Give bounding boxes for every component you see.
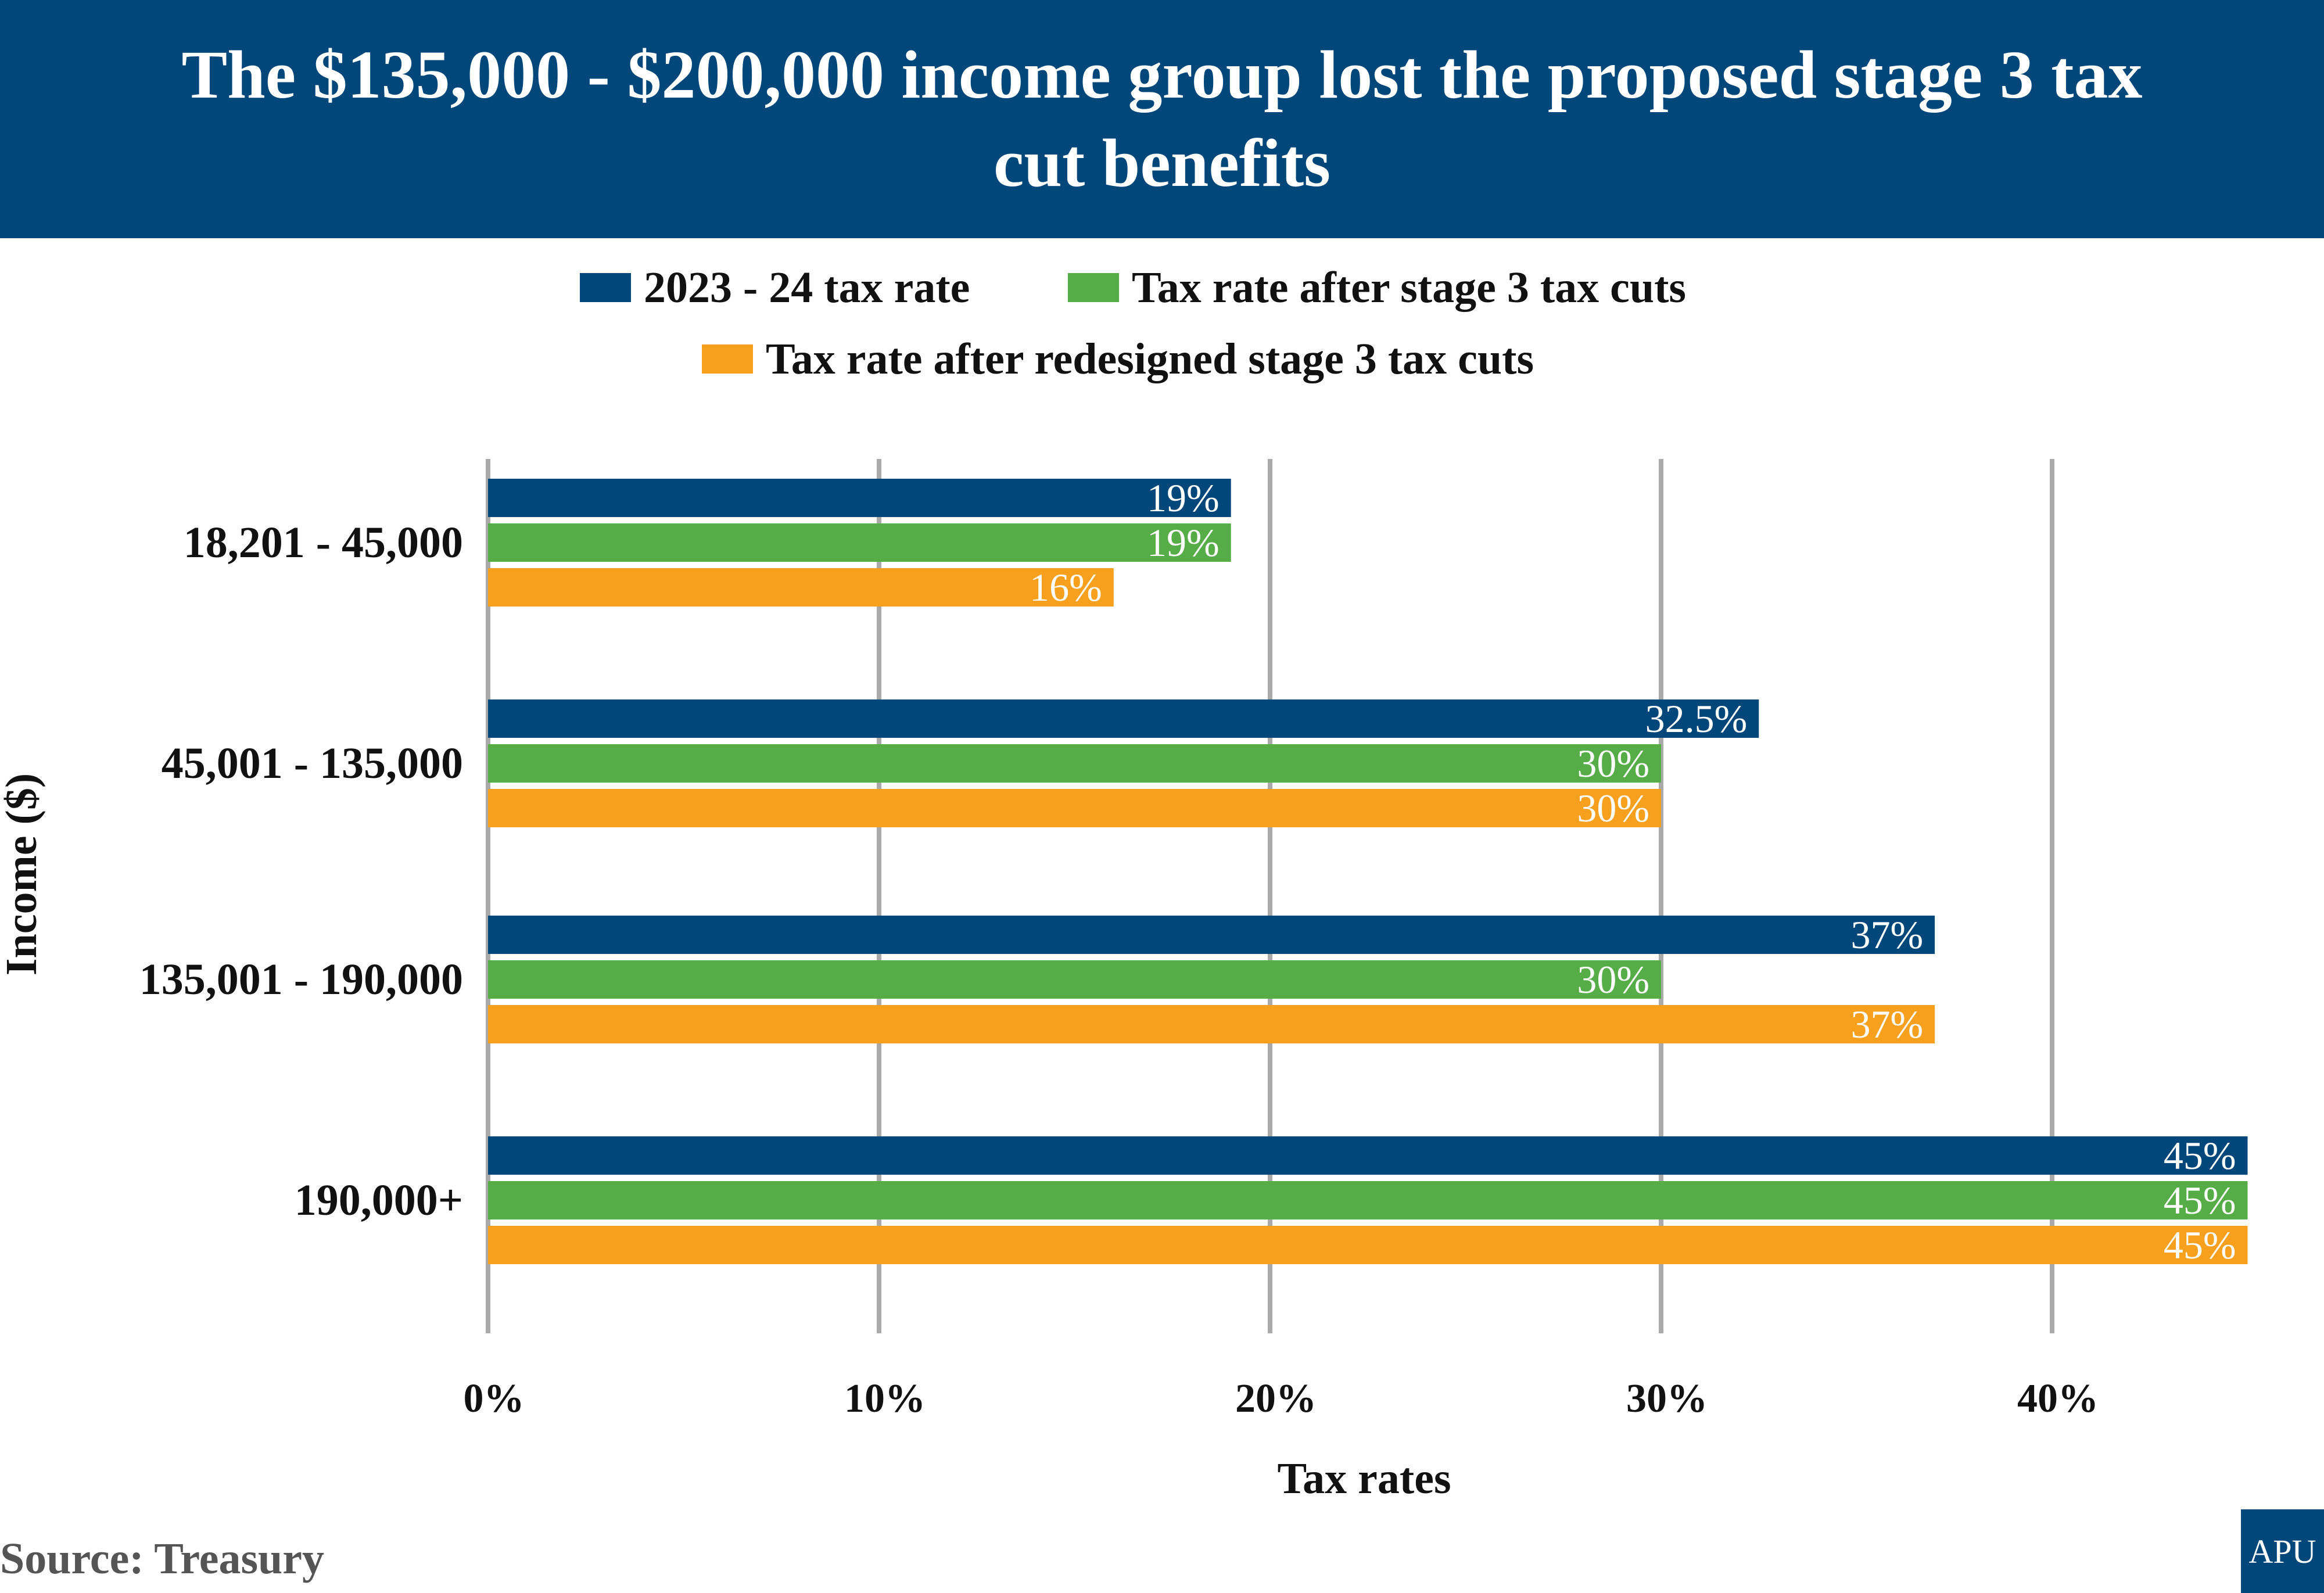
legend-swatch — [1068, 273, 1119, 302]
bar — [488, 1226, 2248, 1264]
legend-label: 2023 - 24 tax rate — [644, 263, 970, 312]
bar — [488, 568, 1114, 607]
bar-value-label: 45% — [2164, 1133, 2236, 1178]
bar — [488, 479, 1231, 517]
source-note: Source: Treasury — [0, 1534, 325, 1583]
bar-value-label: 37% — [1850, 1002, 1923, 1046]
y-axis-title: Income ($) — [0, 773, 46, 975]
bar-value-label: 32.5% — [1645, 697, 1748, 741]
bar — [488, 744, 1661, 783]
bar-value-label: 45% — [2164, 1178, 2236, 1222]
bar — [488, 1181, 2248, 1219]
x-tick-label: 20% — [1235, 1376, 1317, 1421]
bar-value-label: 30% — [1577, 786, 1649, 830]
x-axis-title: Tax rates — [1277, 1454, 1451, 1503]
bar — [488, 960, 1661, 999]
x-tick-label: 40% — [2017, 1376, 2099, 1421]
legend-swatch — [702, 345, 753, 374]
legend-label: Tax rate after stage 3 tax cuts — [1132, 263, 1686, 312]
bar — [488, 523, 1231, 562]
bar — [488, 1005, 1935, 1043]
category-label: 135,001 - 190,000 — [139, 955, 463, 1004]
legend-label: Tax rate after redesigned stage 3 tax cu… — [766, 335, 1534, 383]
category-label: 190,000+ — [295, 1176, 463, 1225]
x-tick-label: 0% — [464, 1376, 525, 1421]
bar-value-label: 37% — [1850, 913, 1923, 957]
bar — [488, 916, 1935, 954]
bar — [488, 789, 1661, 827]
bar-value-label: 19% — [1147, 521, 1220, 565]
bar-value-label: 16% — [1030, 565, 1102, 609]
bar-value-label: 19% — [1147, 476, 1220, 520]
bar-value-label: 30% — [1577, 741, 1649, 785]
x-tick-label: 10% — [844, 1376, 926, 1421]
bar — [488, 1136, 2248, 1175]
apu-logo: APU — [2241, 1509, 2324, 1593]
legend-swatch — [580, 273, 631, 302]
title-banner: The $135,000 - $200,000 income group los… — [0, 0, 2324, 238]
category-label: 18,201 - 45,000 — [184, 518, 463, 567]
bar-value-label: 45% — [2164, 1223, 2236, 1267]
logo-text: APU — [2248, 1532, 2316, 1570]
chart-title: The $135,000 - $200,000 income group los… — [181, 37, 2143, 201]
x-tick-label: 30% — [1626, 1376, 1708, 1421]
bar — [488, 699, 1759, 738]
bar-value-label: 30% — [1577, 957, 1649, 1002]
category-label: 45,001 - 135,000 — [162, 739, 463, 788]
